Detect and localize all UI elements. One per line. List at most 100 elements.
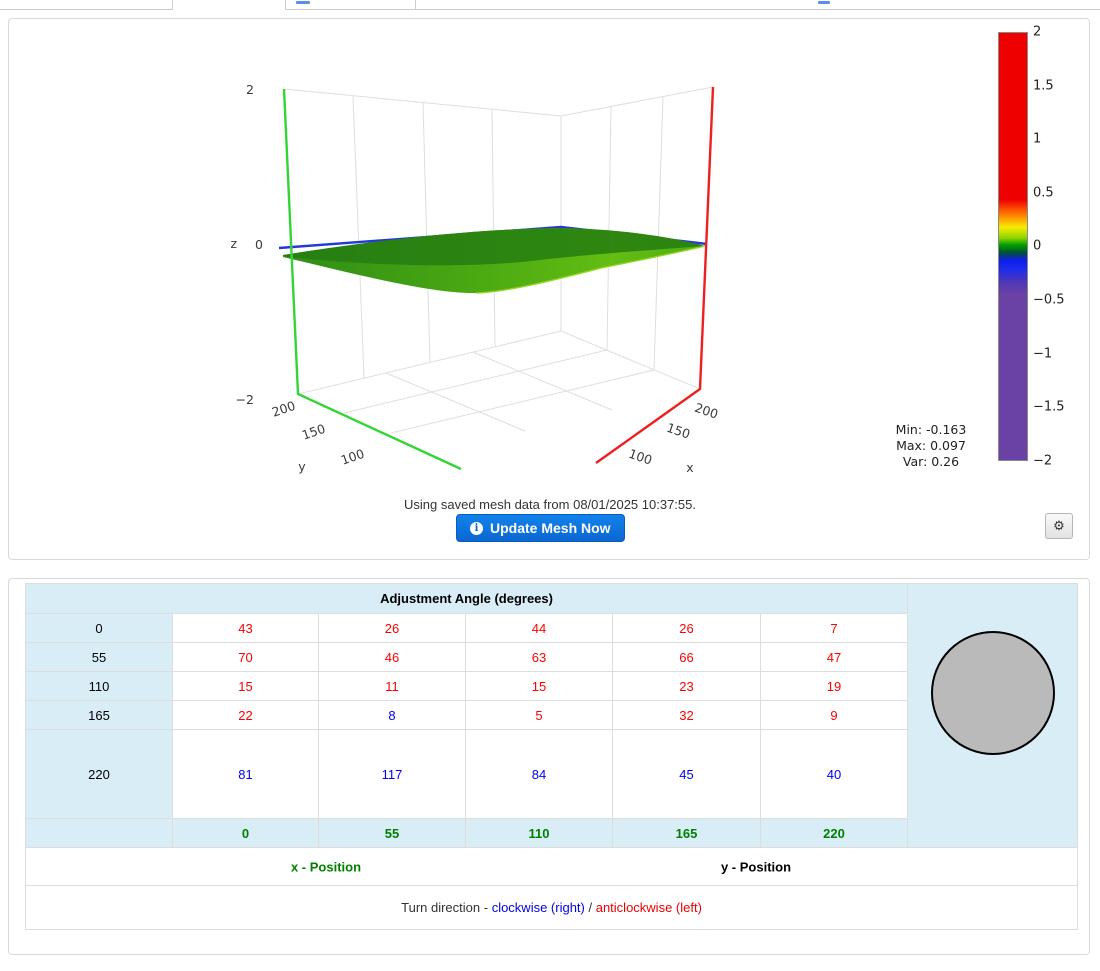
colorbar-tick: 1.5 xyxy=(1033,78,1054,94)
mesh-surface xyxy=(283,228,706,294)
adjustment-table-panel: Adjustment Angle (degrees) 0 43 26 44 26 7 55 7… xyxy=(8,578,1090,955)
angle-cell: 45 xyxy=(612,729,761,819)
tab-bar-border xyxy=(0,9,172,10)
angle-cell: 9 xyxy=(759,700,909,730)
x-tick: 100 xyxy=(627,446,654,468)
angle-cell: 43 xyxy=(172,613,319,643)
surface-plot: 2 0 −2 z 200 150 100 y 200 150 100 x xyxy=(230,82,720,475)
angle-cell: 8 xyxy=(318,700,466,730)
turn-direction-prefix: Turn direction - xyxy=(401,900,492,915)
angle-cell: 22 xyxy=(172,700,319,730)
update-mesh-button[interactable]: i Update Mesh Now xyxy=(456,514,625,542)
table-row: 220 81 117 84 45 40 xyxy=(25,729,1078,819)
angle-cell: 44 xyxy=(465,613,613,643)
col-label: 165 xyxy=(612,818,761,848)
row-label: 55 xyxy=(25,642,173,672)
angle-cell: 46 xyxy=(318,642,466,672)
table-title: Adjustment Angle (degrees) xyxy=(24,583,909,614)
colorbar-tick: −1.5 xyxy=(1033,399,1065,415)
x-axis-title: x xyxy=(686,460,693,475)
angle-table-foot-row: 0 55 110 165 220 xyxy=(25,818,1078,848)
z-tick: 0 xyxy=(255,237,263,252)
info-icon: i xyxy=(470,521,483,535)
table-header-row: Adjustment Angle (degrees) xyxy=(24,583,1079,848)
col-label: 0 xyxy=(172,818,319,848)
colorbar-tick: 2 xyxy=(1033,24,1042,40)
angle-cell: 15 xyxy=(172,671,319,701)
angle-cell: 11 xyxy=(318,671,466,701)
angle-cell: 23 xyxy=(612,671,761,701)
tab-bar xyxy=(0,0,1100,10)
turn-separator: / xyxy=(584,900,596,915)
angle-cell: 40 xyxy=(759,729,909,819)
angle-cell: 32 xyxy=(612,700,761,730)
x-position-label: x - Position xyxy=(290,859,362,874)
y-axis-line xyxy=(282,88,462,471)
y-tick: 150 xyxy=(300,421,327,443)
turn-direction-row: Turn direction - clockwise (right) / ant… xyxy=(24,885,1079,930)
col-label: 55 xyxy=(318,818,466,848)
row-label: 220 xyxy=(25,729,173,819)
bed-indicator-cell xyxy=(907,583,1079,848)
colorbar-tick: 0 xyxy=(1033,238,1042,254)
colorbar-ticks: 2 1.5 1 0.5 0 −0.5 −1 −1.5 −2 xyxy=(1033,25,1073,469)
y-tick: 100 xyxy=(339,446,366,468)
tab-bar-border xyxy=(285,9,1100,10)
row-label xyxy=(25,818,173,848)
tab-label-fragment[interactable] xyxy=(818,1,830,4)
active-tab-left-edge[interactable] xyxy=(172,0,173,10)
active-tab-right-edge[interactable] xyxy=(285,0,286,10)
colorbar-tick: −1 xyxy=(1033,346,1053,362)
bed-circle-indicator xyxy=(930,631,1055,755)
y-position-label: y - Position xyxy=(720,859,792,874)
update-mesh-button-label: Update Mesh Now xyxy=(490,520,611,536)
table-row: 55 70 46 63 66 47 xyxy=(25,642,1078,672)
angle-cell: 66 xyxy=(612,642,761,672)
angle-cell: 117 xyxy=(318,729,466,819)
col-label: 110 xyxy=(465,818,613,848)
angle-cell: 19 xyxy=(759,671,909,701)
col-label: 220 xyxy=(759,818,909,848)
x-tick: 150 xyxy=(665,420,692,442)
angle-cell: 15 xyxy=(465,671,613,701)
turn-anticlockwise-label: anticlockwise (left) xyxy=(595,900,702,915)
x-tick: 200 xyxy=(693,400,720,422)
angle-cell: 63 xyxy=(465,642,613,672)
row-label: 0 xyxy=(25,613,173,643)
angle-cell: 7 xyxy=(759,613,909,643)
mesh-data-caption: Using saved mesh data from 08/01/2025 10… xyxy=(404,497,696,512)
angle-table-main: Adjustment Angle (degrees) 0 43 26 44 26 7 55 7… xyxy=(24,583,1079,930)
stat-var: Var: 0.26 xyxy=(902,454,960,469)
angle-cell: 70 xyxy=(172,642,319,672)
angle-cell: 84 xyxy=(465,729,613,819)
angle-cell: 81 xyxy=(172,729,319,819)
table-row: 0 43 26 44 26 7 xyxy=(25,613,1078,643)
stat-max: Max: 0.097 xyxy=(896,438,966,453)
table-row: 110 15 11 15 23 19 xyxy=(25,671,1078,701)
adjustment-angle-table: Adjustment Angle (degrees) 0 43 26 44 26 7 55 7… xyxy=(24,583,1079,930)
turn-clockwise-label: clockwise (right) xyxy=(491,900,585,915)
x-axis-line xyxy=(595,86,715,464)
angle-cell: 5 xyxy=(465,700,613,730)
position-label-row: x - Position y - Position xyxy=(24,847,1079,886)
row-label: 165 xyxy=(25,700,173,730)
tab-label-fragment[interactable] xyxy=(296,1,310,4)
colorbar-tick: −2 xyxy=(1033,453,1053,469)
settings-button[interactable]: ⚙ xyxy=(1045,513,1073,539)
mesh-stats: Min: -0.163 Max: 0.097 Var: 0.26 xyxy=(881,422,981,470)
colorbar-tick: −0.5 xyxy=(1033,292,1065,308)
tab-separator[interactable] xyxy=(415,0,416,10)
y-tick: 200 xyxy=(270,398,297,420)
z-axis-title: z xyxy=(230,236,237,251)
z-tick: −2 xyxy=(236,392,254,407)
colorbar-tick: 0.5 xyxy=(1033,185,1054,201)
stat-min: Min: -0.163 xyxy=(895,422,967,437)
gear-icon: ⚙ xyxy=(1053,518,1065,533)
angle-cell: 26 xyxy=(612,613,761,643)
y-axis-title: y xyxy=(298,459,306,474)
colorbar-tick: 1 xyxy=(1033,131,1042,147)
angle-cell: 47 xyxy=(759,642,909,672)
colorbar xyxy=(998,32,1028,461)
angle-cell: 26 xyxy=(318,613,466,643)
row-label: 110 xyxy=(25,671,173,701)
